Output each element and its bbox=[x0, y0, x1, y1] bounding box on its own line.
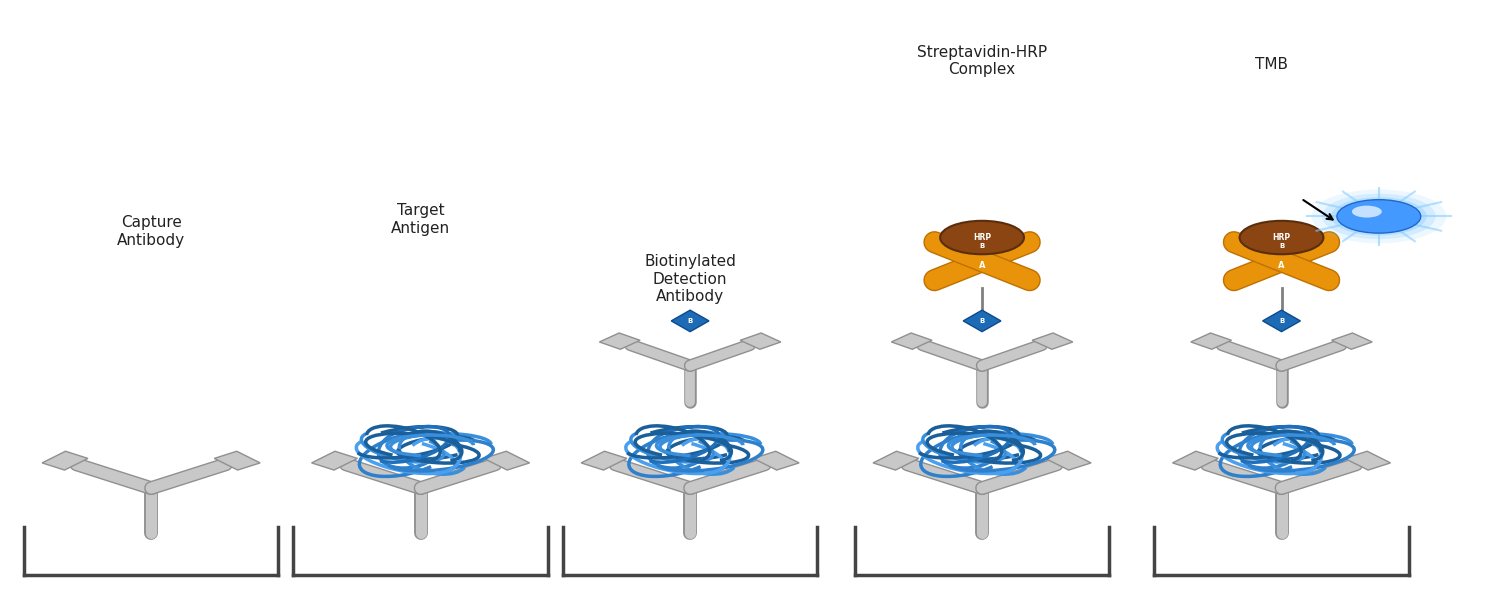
Polygon shape bbox=[1263, 310, 1300, 332]
Polygon shape bbox=[1191, 333, 1231, 349]
Text: B: B bbox=[1280, 318, 1284, 324]
Text: Target
Antigen: Target Antigen bbox=[392, 203, 450, 236]
Text: B: B bbox=[980, 242, 984, 248]
Text: Streptavidin-HRP
Complex: Streptavidin-HRP Complex bbox=[916, 45, 1047, 77]
Circle shape bbox=[1239, 221, 1323, 254]
Text: A: A bbox=[1278, 262, 1286, 271]
Polygon shape bbox=[580, 451, 627, 470]
Circle shape bbox=[1330, 197, 1426, 236]
Polygon shape bbox=[484, 451, 530, 470]
Polygon shape bbox=[1344, 451, 1390, 470]
Polygon shape bbox=[214, 451, 260, 470]
Polygon shape bbox=[1032, 333, 1072, 349]
Text: HRP: HRP bbox=[974, 233, 992, 242]
Text: A: A bbox=[980, 262, 986, 271]
Text: TMB: TMB bbox=[1254, 56, 1287, 71]
Polygon shape bbox=[1173, 451, 1218, 470]
Polygon shape bbox=[600, 333, 640, 349]
Text: HRP: HRP bbox=[1272, 233, 1290, 242]
Text: Biotinylated
Detection
Antibody: Biotinylated Detection Antibody bbox=[644, 254, 736, 304]
Polygon shape bbox=[963, 310, 1000, 332]
Polygon shape bbox=[1332, 333, 1372, 349]
Circle shape bbox=[1311, 190, 1446, 243]
Polygon shape bbox=[873, 451, 919, 470]
Polygon shape bbox=[312, 451, 357, 470]
Polygon shape bbox=[891, 333, 932, 349]
Text: B: B bbox=[687, 318, 693, 324]
Polygon shape bbox=[753, 451, 800, 470]
Text: B: B bbox=[980, 318, 984, 324]
Polygon shape bbox=[42, 451, 88, 470]
Text: B: B bbox=[1280, 242, 1284, 248]
Circle shape bbox=[1352, 206, 1382, 218]
Polygon shape bbox=[1046, 451, 1090, 470]
Polygon shape bbox=[670, 310, 710, 332]
Circle shape bbox=[1336, 200, 1420, 233]
Text: Capture
Antibody: Capture Antibody bbox=[117, 215, 184, 248]
Polygon shape bbox=[740, 333, 782, 349]
Circle shape bbox=[1322, 194, 1436, 239]
Circle shape bbox=[940, 221, 1024, 254]
